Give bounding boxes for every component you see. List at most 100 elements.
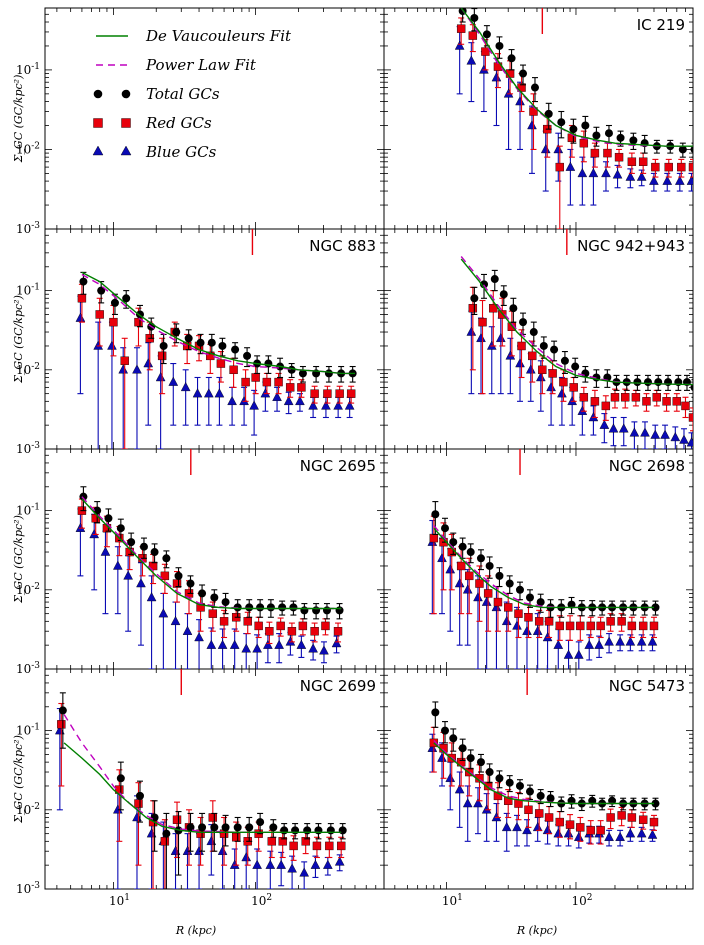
total-gc-point [525, 787, 534, 796]
total-gc-point [490, 275, 499, 284]
devaucouleurs-fit-line [63, 742, 342, 833]
legend-total-marker-2 [121, 89, 131, 99]
devaucouleurs-fit-line [81, 498, 342, 610]
blue-gc-point [322, 859, 333, 869]
total-gc-point [335, 606, 344, 615]
blue-gc-point [594, 639, 604, 649]
red-gc-point [276, 621, 285, 631]
blue-gc-point [252, 859, 262, 869]
red-gc-point [298, 621, 308, 631]
red-gc-point [483, 781, 493, 791]
total-gc-point [690, 383, 693, 392]
red-gc-point [517, 341, 526, 351]
panel-title: NGC 2698 [609, 457, 685, 475]
total-gc-point [233, 823, 242, 832]
blue-gc-point [308, 400, 318, 410]
blue-gc-point [143, 358, 154, 368]
blue-gc-point [113, 804, 123, 814]
red-gc-point [617, 617, 626, 626]
blue-gc-point [567, 395, 578, 406]
blue-gc-point [229, 859, 240, 869]
total-gc-point [651, 799, 660, 808]
red-gc-point [289, 841, 298, 851]
total-gc-point [221, 598, 230, 607]
total-gc-point [509, 304, 518, 313]
red-gc-point [115, 785, 124, 794]
total-gc-point [159, 341, 168, 350]
blue-gc-point [123, 570, 133, 580]
red-gc-point [559, 377, 568, 387]
blue-gc-point [615, 831, 625, 841]
red-gc-point [134, 799, 143, 808]
blue-gc-point [647, 636, 658, 646]
total-gc-point [449, 538, 458, 547]
blue-gc-point [515, 358, 525, 368]
blue-gc-point [344, 400, 355, 410]
panel-title: NGC 5473 [609, 677, 685, 695]
legend-red-label: Red GCs [145, 114, 212, 132]
total-gc-point [186, 823, 195, 832]
red-gc-point [664, 162, 673, 172]
total-gc-point [458, 542, 467, 551]
red-gc-point [688, 162, 693, 172]
red-gc-point [638, 157, 648, 166]
y-tick-label: 10-2 [16, 582, 40, 597]
total-gc-point [536, 598, 545, 607]
red-gc-point [688, 413, 693, 422]
blue-gc-point [599, 419, 610, 429]
blue-gc-point [553, 639, 564, 649]
power-law-fit-line [81, 273, 355, 375]
blue-gc-point [462, 798, 473, 808]
red-gc-point [208, 813, 218, 822]
total-gc-point [581, 121, 590, 130]
red-gc-point [528, 351, 537, 361]
legend-red-marker-2 [121, 118, 131, 128]
red-gc-point [677, 162, 686, 172]
red-gc-point [77, 294, 87, 303]
blue-gc-point [512, 821, 522, 832]
blue-gc-point [563, 649, 574, 659]
panel-axes [384, 229, 694, 450]
total-gc-point [499, 290, 508, 299]
total-gc-point [519, 69, 528, 78]
red-gc-point [456, 561, 466, 571]
legend-total-marker-1 [93, 89, 103, 99]
panel-title: NGC 2699 [300, 677, 376, 695]
blue-gc-point [194, 845, 204, 855]
blue-gc-point [649, 175, 659, 185]
red-gc-point [606, 617, 615, 626]
red-gc-point [231, 833, 241, 842]
blue-gc-point [532, 625, 543, 635]
blue-gc-point [118, 364, 129, 374]
y-tick-label: 10-1 [16, 503, 40, 518]
blue-gc-point [522, 625, 532, 635]
total-gc-point [546, 794, 555, 803]
total-gc-point [458, 744, 467, 753]
blue-gc-point [501, 821, 512, 832]
blue-gc-point [170, 615, 181, 626]
red-gc-point [555, 162, 564, 172]
blue-gc-point [512, 620, 522, 630]
red-gc-point [586, 826, 595, 835]
red-gc-point [544, 813, 554, 822]
red-gc-point [274, 377, 283, 387]
blue-gc-point [495, 332, 506, 342]
y-tick-label: 10-3 [16, 441, 40, 456]
red-gc-point [229, 365, 238, 375]
total-gc-point [172, 328, 181, 337]
blue-gc-point [182, 625, 193, 635]
red-gc-point [95, 310, 104, 319]
blue-gc-point [501, 615, 512, 626]
total-gc-point [571, 362, 580, 371]
blue-gc-point [588, 167, 599, 178]
y-tick-label: 10-1 [16, 62, 40, 77]
blue-gc-point [285, 636, 296, 646]
blue-gc-point [295, 395, 305, 406]
blue-gc-point [274, 639, 284, 649]
power-law-fit-line [81, 496, 342, 610]
devaucouleurs-fit-line [460, 8, 693, 147]
blue-gc-point [553, 144, 564, 154]
total-gc-point [441, 524, 450, 533]
blue-gc-point [265, 859, 276, 869]
total-gc-point [588, 796, 597, 805]
